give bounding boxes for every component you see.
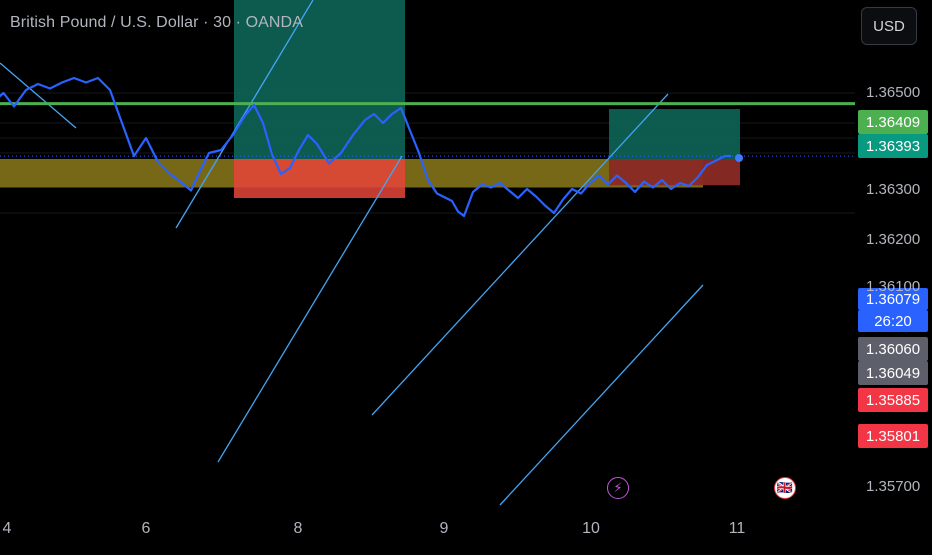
x-tick-label: 11	[728, 520, 746, 537]
price-series-line	[0, 76, 731, 218]
x-tick-label: 4	[2, 520, 12, 537]
price-badge: 1.36409	[858, 110, 928, 134]
x-tick-label: 6	[141, 520, 151, 537]
price-badge: 1.36079	[858, 288, 928, 310]
symbol-title: British Pound / U.S. Dollar · 30 · OANDA	[10, 14, 303, 31]
channel-line	[499, 284, 704, 506]
price-badge: 1.35885	[858, 388, 928, 412]
price-badge: 1.35801	[858, 424, 928, 448]
lightning-icon[interactable]: ⚡	[607, 477, 629, 499]
stop-zone-1	[234, 159, 405, 198]
price-badge: 1.36393	[858, 134, 928, 158]
x-tick-label: 8	[293, 520, 303, 537]
channel-line	[0, 62, 77, 129]
y-tick-label: 1.36100	[866, 278, 921, 295]
x-tick-label: 10	[582, 520, 600, 537]
target-zone-2	[609, 109, 740, 159]
stop-zone-2	[609, 159, 740, 186]
channel-line	[217, 155, 403, 463]
uk-flag-icon[interactable]: 🇬🇧	[774, 477, 796, 499]
currency-button[interactable]: USD	[861, 7, 917, 45]
price-badge: 1.36049	[858, 361, 928, 385]
y-tick-label: 1.36200	[866, 231, 921, 248]
y-tick-label: 1.35700	[866, 478, 921, 495]
y-tick-label: 1.36500	[866, 84, 921, 101]
last-price-dot	[735, 154, 743, 162]
price-badge: 1.36060	[858, 337, 928, 361]
target-zone-1	[234, 0, 405, 159]
channel-line	[371, 93, 669, 416]
y-tick-label: 1.36300	[866, 181, 921, 198]
x-tick-label: 9	[439, 520, 449, 537]
channel-line	[175, 0, 314, 229]
price-badge: 26:20	[858, 310, 928, 332]
